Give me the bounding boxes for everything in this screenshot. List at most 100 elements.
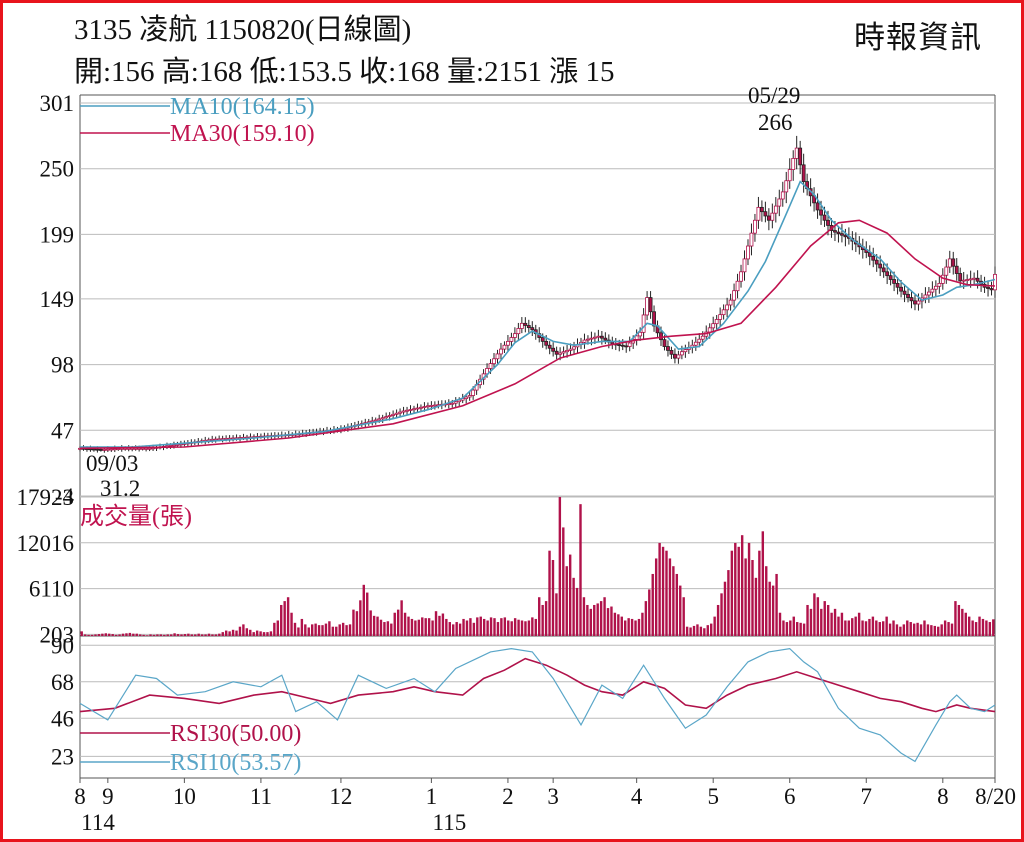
volume-bar bbox=[624, 620, 627, 636]
candle-body bbox=[989, 288, 994, 291]
candle-body bbox=[801, 164, 806, 183]
volume-bar bbox=[317, 625, 321, 636]
volume-bar bbox=[476, 617, 479, 636]
candle-body bbox=[565, 349, 569, 353]
candle-body bbox=[770, 212, 775, 221]
volume-bar bbox=[950, 623, 954, 636]
volume-bar bbox=[823, 601, 826, 636]
candle-body bbox=[509, 337, 514, 342]
volume-bar bbox=[524, 621, 527, 636]
rsi30-line bbox=[79, 657, 996, 713]
volume-bar bbox=[665, 550, 668, 636]
month-label: 8 bbox=[74, 784, 86, 809]
candle-body bbox=[641, 314, 646, 333]
ma30-legend: MA30(159.10) bbox=[170, 121, 315, 147]
candle-body bbox=[130, 447, 135, 450]
price-axis: 301 250 199 149 98 47 -4 bbox=[40, 91, 75, 509]
volume-bar bbox=[469, 618, 472, 636]
candle-body bbox=[387, 415, 392, 417]
volume-bar bbox=[971, 620, 974, 636]
candle-body bbox=[384, 416, 389, 419]
volume-bar bbox=[555, 593, 558, 636]
chart-title: 3135 凌航 1150820(日線圖) bbox=[74, 14, 412, 46]
volume-bar bbox=[335, 626, 338, 636]
candle-body bbox=[944, 266, 949, 276]
volume-bar bbox=[297, 627, 300, 636]
volume-bar bbox=[114, 634, 118, 636]
volume-bar bbox=[431, 620, 434, 636]
candle-body bbox=[502, 344, 507, 350]
candle-body bbox=[213, 438, 218, 441]
candle-body bbox=[627, 342, 632, 347]
volume-bar bbox=[262, 632, 266, 636]
candle-body bbox=[926, 291, 931, 296]
volume-bar bbox=[331, 626, 335, 636]
volume-bar bbox=[926, 624, 930, 636]
volume-bar bbox=[434, 611, 438, 636]
volume-bar bbox=[837, 616, 840, 636]
volume-bar bbox=[716, 604, 720, 636]
volume-bar bbox=[751, 559, 754, 636]
rsi-lines bbox=[79, 647, 996, 763]
volume-bar bbox=[562, 527, 565, 636]
volume-bar bbox=[280, 604, 283, 636]
low-date-label: 09/03 bbox=[86, 451, 138, 476]
moving-averages bbox=[79, 180, 996, 450]
candle-body bbox=[683, 349, 688, 353]
volume-bar bbox=[992, 619, 995, 636]
candle-body bbox=[603, 337, 608, 341]
volume-bar bbox=[228, 631, 231, 636]
candle-body bbox=[415, 407, 420, 410]
volume-bar bbox=[830, 612, 833, 636]
candle-body bbox=[777, 198, 782, 207]
candle-body bbox=[596, 335, 601, 338]
volume-bar bbox=[527, 620, 531, 636]
volume-bar bbox=[414, 620, 417, 636]
volume-bar bbox=[513, 618, 517, 636]
volume-bar bbox=[696, 624, 699, 636]
candle-body bbox=[784, 180, 789, 193]
volume-bar bbox=[558, 497, 562, 636]
candle-body bbox=[749, 232, 754, 247]
volume-bar bbox=[703, 628, 706, 636]
volume-bar bbox=[947, 622, 950, 636]
volume-bar bbox=[895, 624, 899, 636]
volume-bar bbox=[266, 632, 269, 636]
candle-body bbox=[391, 413, 396, 416]
volume-bar bbox=[912, 623, 916, 636]
rsi10-legend: RSI10(53.57) bbox=[170, 750, 301, 776]
volume-bar bbox=[957, 604, 961, 636]
volume-bar bbox=[507, 620, 510, 636]
volume-bar bbox=[544, 601, 548, 636]
candle-body bbox=[133, 447, 138, 450]
candle-body bbox=[909, 297, 914, 302]
candle-body bbox=[568, 348, 573, 351]
price-tick-label: 250 bbox=[40, 157, 75, 182]
volume-bar bbox=[826, 604, 830, 636]
candle-body bbox=[746, 245, 750, 260]
candle-body bbox=[426, 405, 430, 408]
candle-body bbox=[933, 285, 938, 290]
volume-bar bbox=[930, 625, 933, 636]
volume-bar bbox=[796, 622, 799, 636]
volume-bar bbox=[128, 632, 132, 636]
candle-body bbox=[923, 294, 928, 299]
candle-body bbox=[819, 209, 823, 216]
volume-bar bbox=[582, 597, 586, 636]
candle-body bbox=[95, 448, 100, 451]
volume-bar bbox=[304, 624, 307, 636]
candle-body bbox=[732, 290, 736, 301]
volume-bar bbox=[169, 634, 173, 636]
volume-bar bbox=[101, 633, 104, 636]
candle-body bbox=[495, 353, 500, 360]
volume-bar bbox=[452, 624, 455, 636]
month-label: 11 bbox=[250, 784, 272, 809]
volume-bar bbox=[985, 620, 988, 636]
rsi10-line bbox=[79, 647, 996, 763]
candle-body bbox=[968, 278, 973, 281]
candle-body bbox=[707, 327, 712, 333]
rsi-axis: 90 68 46 23 bbox=[51, 633, 74, 769]
volume-bar bbox=[679, 585, 682, 636]
candle-body bbox=[422, 406, 427, 408]
volume-bar bbox=[448, 622, 451, 636]
